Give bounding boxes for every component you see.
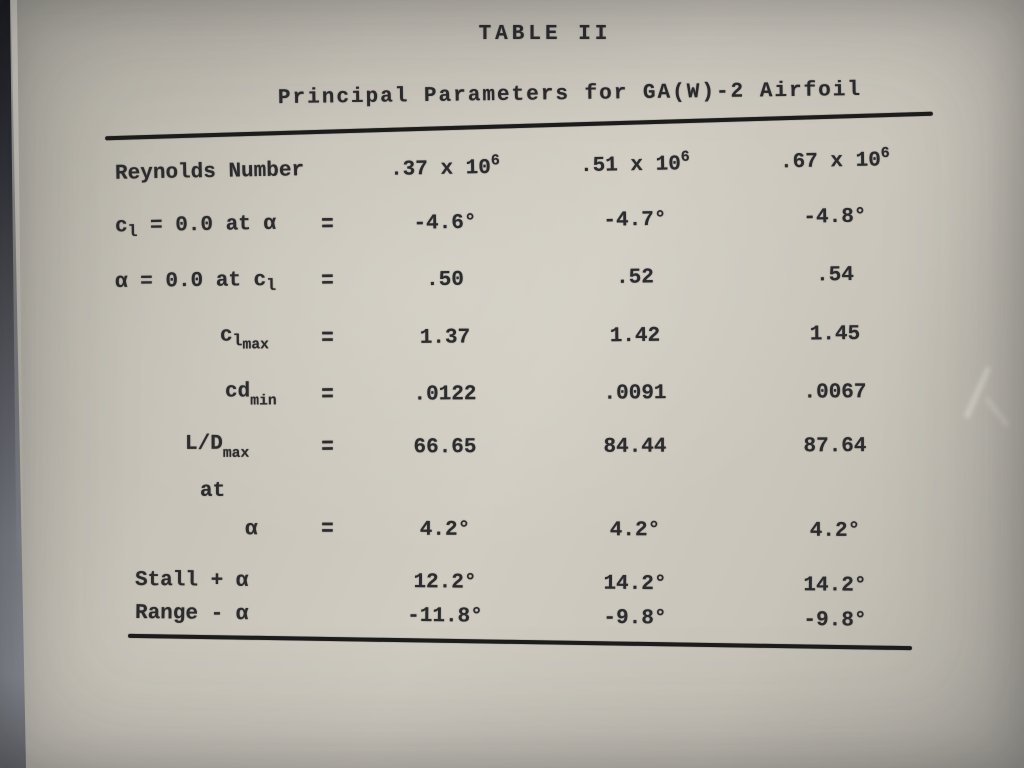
- cell-value: 12.2°: [413, 570, 477, 595]
- equals-sign: =: [321, 434, 334, 461]
- label-text: at: [200, 479, 226, 503]
- label-text: Range - α: [134, 601, 249, 626]
- table-row: clmax = 1.37 1.42 1.45: [105, 304, 935, 369]
- cell-value: 84.44: [603, 435, 667, 459]
- label-text: = 0.0 at α: [137, 212, 277, 238]
- table-title: TABLE II: [478, 23, 612, 46]
- row-label: cl = 0.0 at α: [105, 212, 300, 241]
- label-text: α = 0.0 at c: [114, 268, 267, 294]
- cell-value: -4.6°: [413, 211, 477, 236]
- cell-value: 4.2°: [419, 518, 471, 542]
- table-row: Range - α -11.8° -9.8° -9.8°: [105, 596, 935, 639]
- cell-value: 1.37: [419, 325, 471, 350]
- label-text: cd: [224, 380, 251, 404]
- label-sub-subscript: min: [250, 393, 277, 410]
- row-label: at: [105, 481, 300, 502]
- cell-value: 14.2°: [603, 572, 667, 596]
- row-label: Stall + α: [105, 568, 300, 593]
- cell-value: 4.2°: [609, 518, 661, 542]
- cell-value: 1.42: [609, 324, 661, 348]
- label-sub-subscript: max: [242, 337, 270, 354]
- cell-value: -4.8°: [803, 205, 867, 230]
- equals-sign: =: [321, 211, 335, 239]
- table-row: at: [105, 472, 935, 510]
- cell-value: -11.8°: [407, 604, 483, 629]
- label-subscript: l: [266, 275, 277, 295]
- cell-value: -4.7°: [603, 208, 667, 233]
- cell-value: .0067: [803, 380, 867, 405]
- exponent: 6: [490, 151, 501, 170]
- row-label: α = 0.0 at cl: [105, 268, 300, 297]
- label-text: c: [219, 324, 233, 348]
- reynolds-mantissa: .37 x 10: [389, 157, 492, 183]
- table-subtitle: Principal Parameters for GA(W)-2 Airfoil: [277, 78, 863, 111]
- cell-value: .52: [615, 265, 655, 290]
- exponent: 6: [880, 144, 890, 163]
- label-text: α: [244, 517, 258, 541]
- cell-value: .0122: [413, 382, 477, 407]
- cell-value: -9.8°: [803, 608, 867, 633]
- cell-value: .0091: [603, 381, 667, 406]
- row-label: clmax: [105, 325, 300, 354]
- reynolds-value: .51 x 106: [535, 148, 735, 179]
- equals-sign: =: [321, 268, 334, 295]
- equals-sign: =: [321, 381, 334, 409]
- cell-value: 14.2°: [803, 573, 867, 598]
- cell-value: .54: [815, 263, 855, 287]
- table-row: α = 4.2° 4.2° 4.2°: [105, 509, 935, 551]
- cell-value: .50: [425, 268, 465, 292]
- parameters-table: Reynolds Number .37 x 106 .51 x 106 .67 …: [105, 138, 935, 634]
- row-label: cdmin: [105, 381, 300, 410]
- equals-column-spacer: [300, 615, 355, 616]
- table-row: α = 0.0 at cl = .50 .52 .54: [105, 245, 936, 313]
- row-label: Range - α: [105, 601, 300, 626]
- reynolds-mantissa: .51 x 10: [579, 153, 682, 179]
- cell-value: 66.65: [413, 435, 477, 459]
- table-row: L/Dmax = 66.65 84.44 87.64: [105, 421, 935, 473]
- equals-sign: =: [321, 516, 334, 543]
- cell-value: 1.45: [809, 322, 861, 346]
- exponent: 6: [680, 148, 690, 167]
- label-text: L/D: [184, 432, 223, 456]
- cell-value: 4.2°: [809, 519, 861, 543]
- label-text: Stall + α: [134, 568, 249, 593]
- reynolds-value: .37 x 106: [355, 151, 535, 183]
- reynolds-mantissa: .67 x 10: [779, 149, 882, 175]
- cell-value: -9.8°: [603, 606, 667, 631]
- label-sub-subscript: max: [222, 445, 250, 462]
- cell-value: 87.64: [803, 434, 867, 458]
- reynolds-number-label: Reynolds Number: [114, 158, 305, 186]
- equals-column-spacer: [300, 169, 355, 170]
- reynolds-value: .67 x 106: [735, 144, 935, 175]
- equals-sign: =: [321, 325, 334, 352]
- table-row: cdmin = .0122 .0091 .0067: [105, 364, 935, 424]
- row-label: L/Dmax: [105, 432, 300, 462]
- row-label: α: [105, 517, 300, 541]
- label-text: c: [114, 215, 128, 239]
